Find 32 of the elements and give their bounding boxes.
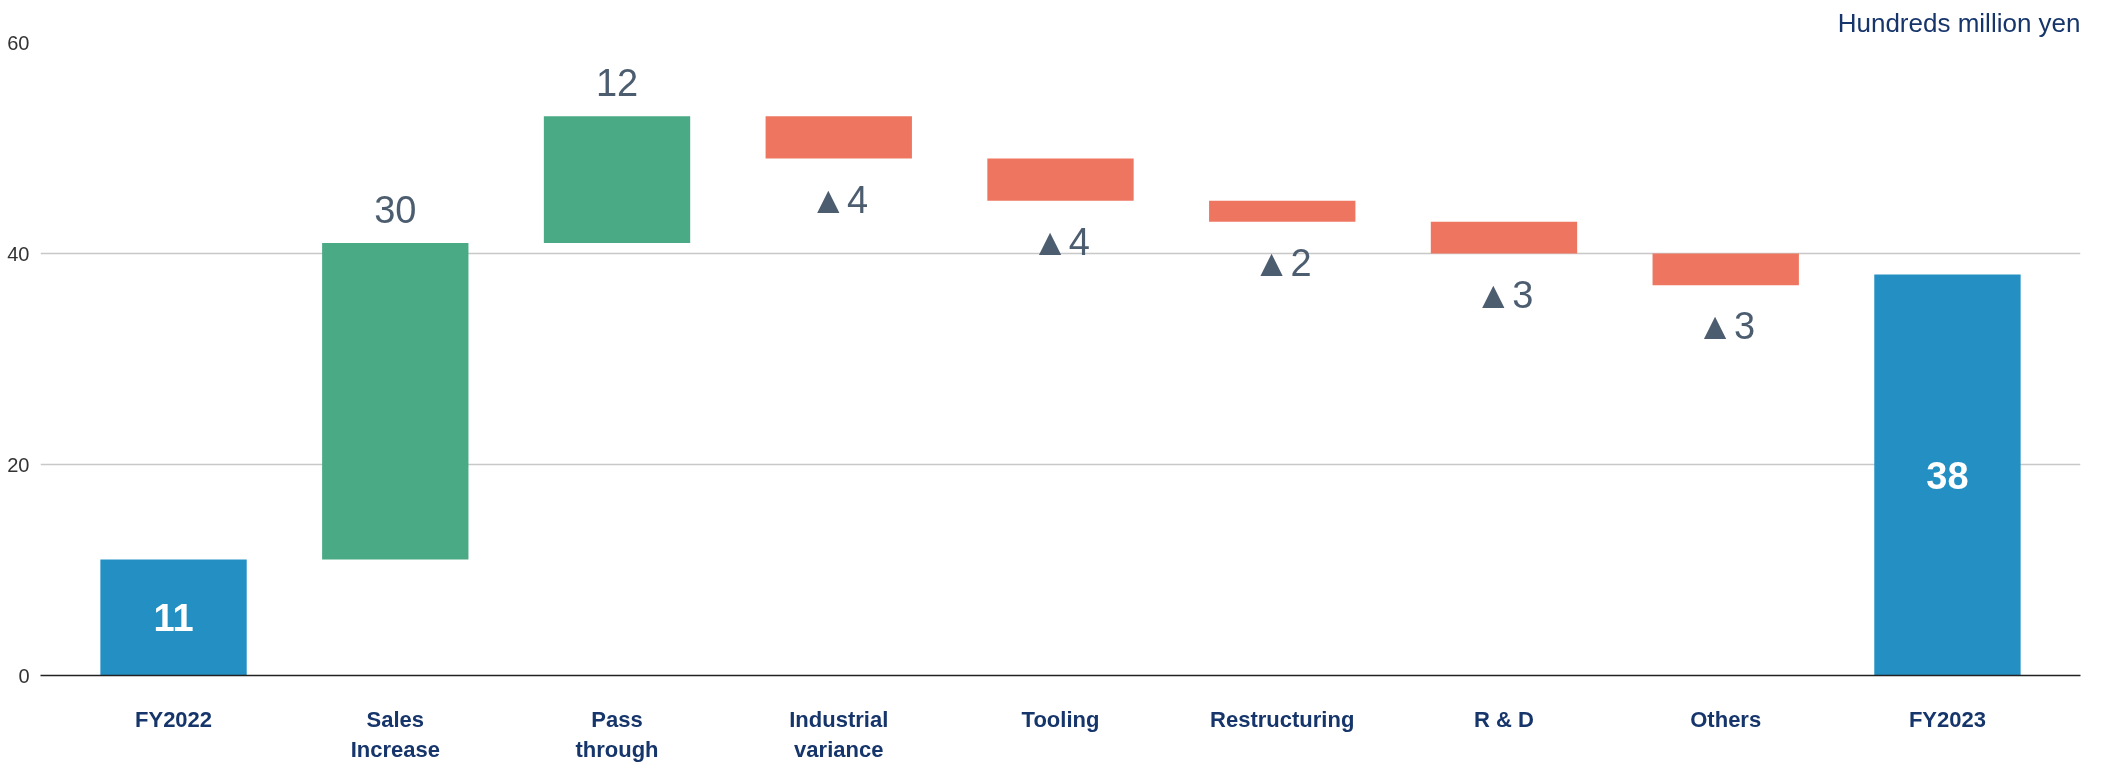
data-label: 38 — [1926, 454, 1969, 497]
bar — [1874, 274, 2021, 676]
x-tick-label: Pass through — [575, 706, 659, 762]
bar — [322, 242, 469, 560]
y-tick-label: 0 — [18, 664, 30, 687]
data-label: 12 — [595, 62, 639, 105]
bar — [543, 116, 691, 243]
data-label: ▲4 — [1031, 220, 1090, 263]
data-label: ▲2 — [1252, 241, 1312, 284]
x-tick-label: FY2022 — [135, 706, 213, 732]
x-tick-label: Restructuring — [1210, 706, 1355, 732]
y-tick-label: 20 — [7, 453, 30, 476]
bar — [100, 559, 247, 676]
bar — [765, 116, 912, 159]
y-tick-label: 60 — [7, 31, 30, 54]
y-axis-title: Hundreds million yen — [1837, 7, 2081, 38]
data-label: 30 — [374, 188, 417, 231]
bar — [1430, 221, 1578, 254]
bar — [987, 158, 1134, 201]
data-label: ▲3 — [1696, 305, 1756, 348]
y-tick-label: 40 — [7, 242, 30, 265]
bar — [1209, 200, 1356, 222]
x-tick-label: R & D — [1474, 706, 1534, 732]
x-tick-label: Tooling — [1021, 706, 1100, 732]
x-tick-label: Others — [1690, 706, 1762, 732]
x-tick-label: FY2023 — [1908, 706, 1986, 732]
data-label: ▲3 — [1474, 273, 1534, 316]
x-tick-label: Sales Increase — [350, 706, 440, 762]
data-label: 11 — [153, 596, 194, 639]
x-tick-label: Industrial variance — [789, 706, 889, 762]
bar — [1652, 253, 1799, 286]
data-label: ▲4 — [809, 178, 869, 221]
